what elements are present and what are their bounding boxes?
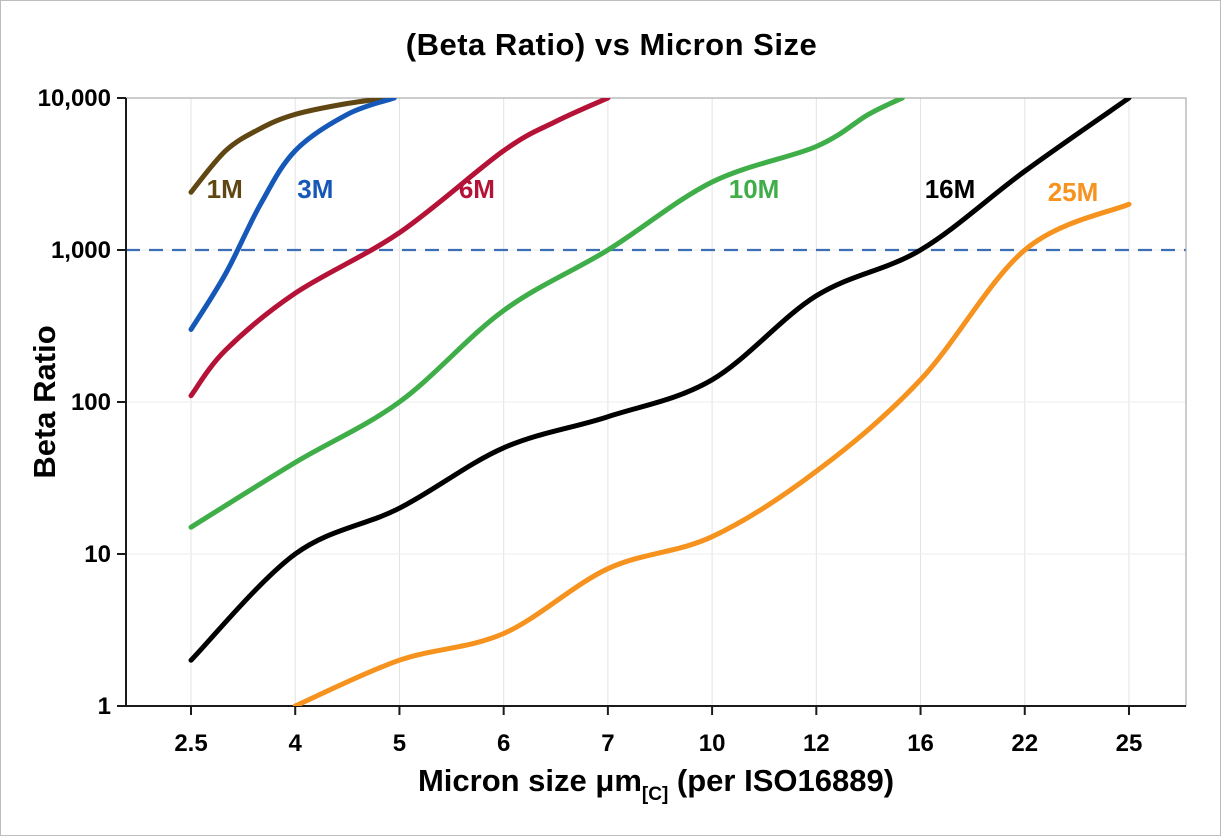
- y-tick-label: 10: [84, 541, 111, 568]
- series-curve-3M: [188, 98, 397, 332]
- y-tick-label: 100: [71, 389, 111, 416]
- series-label-6M: 6M: [459, 174, 495, 204]
- chart-title: (Beta Ratio) vs Micron Size: [405, 27, 818, 62]
- y-tick-label: 1: [98, 693, 111, 720]
- y-tick-label: 1,000: [51, 237, 111, 264]
- series-curve-1M: [188, 98, 392, 195]
- series-curve-10M: [188, 98, 905, 530]
- series-label-10M: 10M: [729, 174, 780, 204]
- series-label-16M: 16M: [925, 174, 976, 204]
- x-tick-label: 25: [1116, 730, 1143, 757]
- x-tick-label: 6: [497, 730, 510, 757]
- series-curve-16M: [188, 98, 1132, 663]
- series-group: [188, 98, 1132, 706]
- x-axis-title-rest: (per ISO16889): [668, 763, 895, 798]
- x-axis-title: Micron size μm[C] (per ISO16889): [126, 763, 1186, 806]
- x-tick-label: 10: [699, 730, 726, 757]
- series-curve-6M: [188, 98, 611, 399]
- x-tick-label: 16: [907, 730, 934, 757]
- x-tick-label: 12: [803, 730, 830, 757]
- x-axis-title-sub: [C]: [641, 784, 669, 805]
- series-label-1M: 1M: [207, 174, 243, 204]
- x-tick-label: 2.5: [174, 730, 207, 757]
- x-tick-label: 7: [601, 730, 614, 757]
- series-curve-25M: [292, 201, 1132, 706]
- series-label-25M: 25M: [1048, 177, 1099, 207]
- series-label-3M: 3M: [297, 174, 333, 204]
- x-axis-title-main: Micron size μm: [417, 763, 642, 798]
- x-tick-label: 4: [289, 730, 303, 757]
- x-tick-label: 5: [393, 730, 406, 757]
- y-tick-label: 10,000: [38, 85, 111, 112]
- x-tick-label: 22: [1011, 730, 1038, 757]
